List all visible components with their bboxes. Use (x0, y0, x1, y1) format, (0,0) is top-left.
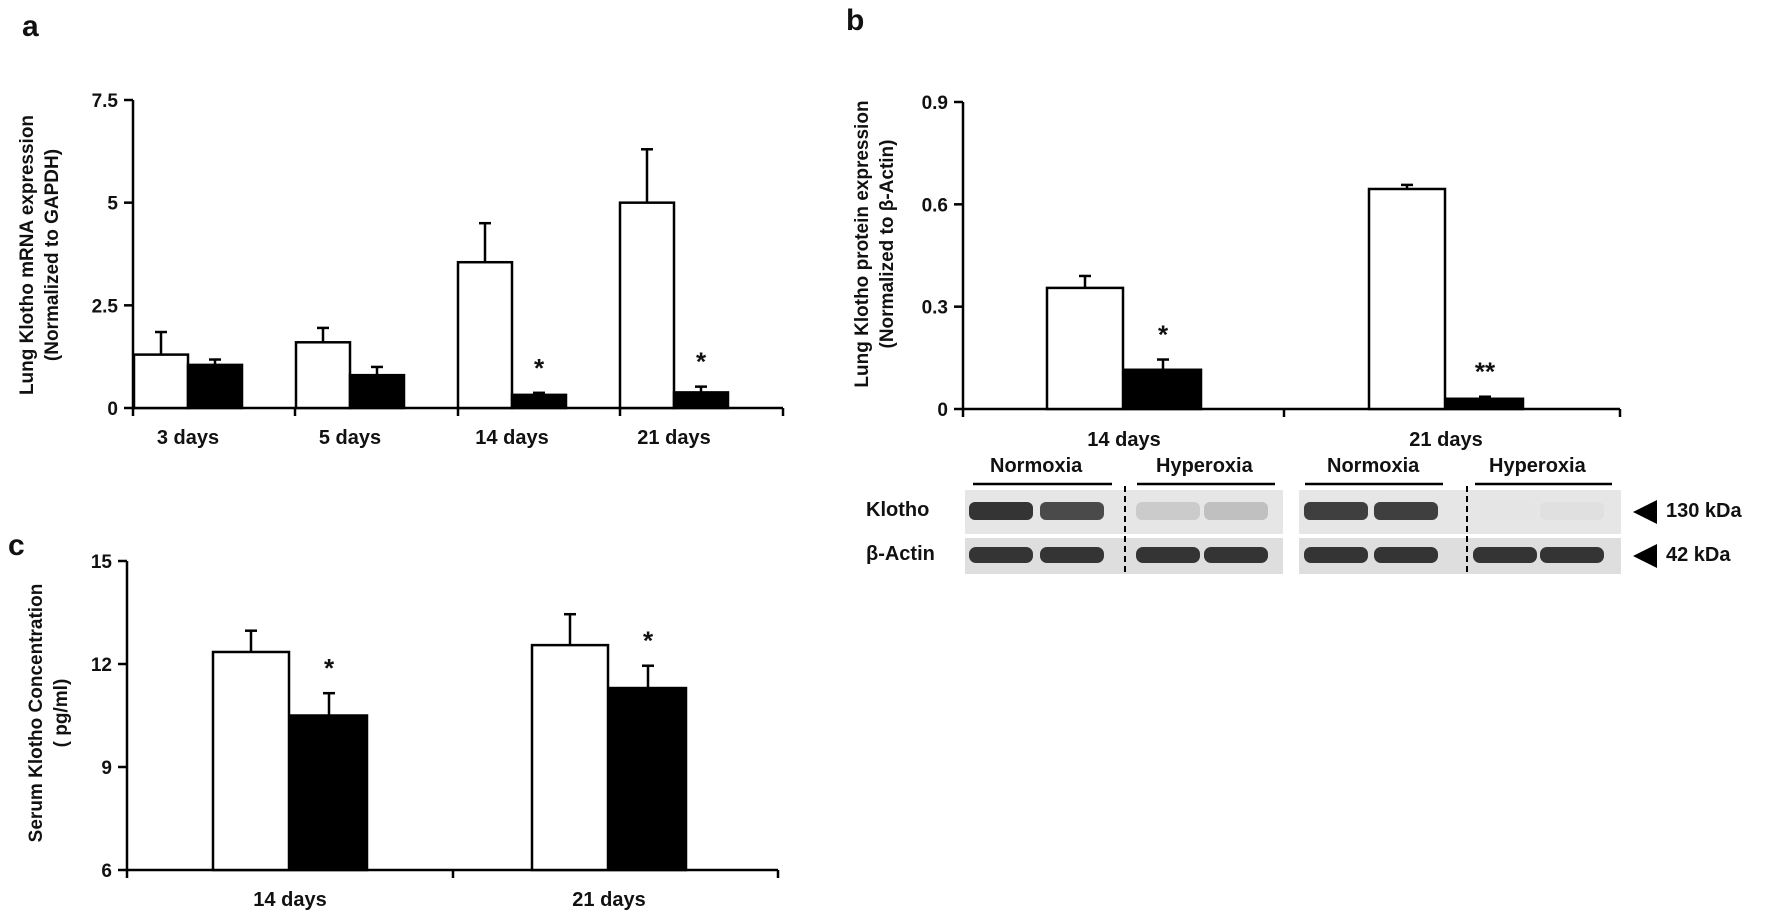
y-axis-label-secondary: (Normalized to β-Actin) (877, 140, 898, 349)
chart-a: 0 2.5 5 7.5 Lung Klotho mRNA expression (Norm… (17, 91, 785, 449)
y-axis-label: Serum Klotho Concentration (26, 584, 47, 843)
y-axis-label: Lung Klotho protein expression (852, 100, 873, 387)
significance-marker: * (696, 347, 707, 377)
x-category-label: 14 days (1087, 429, 1160, 451)
klotho-band (969, 502, 1033, 520)
blot-marker-klotho: 130 kDa (1666, 500, 1742, 522)
x-category-label: 3 days (157, 427, 219, 449)
chart-c: 6 9 12 15 Serum Klotho Concentration( pg/ml)… (26, 552, 780, 911)
y-tick-label: 0.6 (922, 195, 948, 216)
klotho-band (1136, 502, 1200, 520)
arrow-left-icon (1633, 544, 1657, 568)
significance-marker: * (324, 653, 335, 683)
x-category-label: 21 days (637, 427, 710, 449)
y-tick-label: 2.5 (92, 296, 119, 317)
significance-marker: * (1158, 320, 1169, 350)
bar-normoxia (294, 341, 352, 410)
bar-normoxia (211, 650, 291, 872)
y-tick-label: 12 (91, 655, 112, 676)
bar-hyperoxia (672, 391, 730, 410)
y-tick-label: 15 (91, 552, 113, 573)
bar-hyperoxia (1123, 368, 1203, 411)
blot-group-label-normoxia-14: Normoxia (990, 455, 1083, 477)
significance-marker: ** (1475, 357, 1496, 387)
x-category-label: 5 days (319, 427, 381, 449)
chart-b: 0 0.3 0.6 0.9 Lung Klotho protein expression… (852, 93, 1622, 451)
significance-marker: * (643, 626, 654, 656)
actin-band (1374, 547, 1438, 563)
actin-band (1204, 547, 1268, 563)
bar-hyperoxia (289, 714, 369, 872)
y-tick-label: 0 (937, 400, 948, 421)
bar-normoxia (1367, 187, 1447, 411)
klotho-band (1204, 502, 1268, 520)
bar-hyperoxia (510, 393, 568, 410)
klotho-band (1540, 502, 1604, 520)
blot-group-label-normoxia-21: Normoxia (1327, 455, 1420, 477)
panel-label-b: b (846, 4, 864, 37)
klotho-band (1473, 502, 1537, 520)
x-category-label: 21 days (572, 889, 645, 911)
bar-normoxia (132, 353, 190, 410)
panel-label-a: a (22, 10, 39, 43)
bar-normoxia (530, 643, 610, 872)
bar-hyperoxia (608, 686, 688, 872)
panel-label-c: c (8, 529, 25, 562)
blot-marker-actin: 42 kDa (1666, 544, 1731, 566)
y-tick-label: 9 (101, 758, 112, 779)
bar-normoxia (1045, 286, 1125, 411)
klotho-band (1304, 502, 1368, 520)
western-blot: Normoxia Hyperoxia Normoxia Hyperoxia Kl… (866, 455, 1742, 576)
blot-group-label-hyperoxia-14: Hyperoxia (1156, 455, 1254, 477)
y-tick-label: 6 (101, 861, 112, 882)
actin-band (1540, 547, 1604, 563)
actin-band (1040, 547, 1104, 563)
y-tick-label: 0.3 (922, 298, 948, 319)
actin-band (1473, 547, 1537, 563)
blot-row-label-actin: β-Actin (866, 543, 935, 565)
bar-normoxia (618, 201, 676, 410)
significance-marker: * (534, 353, 545, 383)
y-tick-label: 0 (107, 399, 118, 420)
arrow-left-icon (1633, 500, 1657, 524)
actin-band (1304, 547, 1368, 563)
actin-band (969, 547, 1033, 563)
y-tick-label: 5 (107, 194, 118, 215)
y-axis-label-secondary: ( pg/ml) (51, 679, 72, 748)
klotho-band (1040, 502, 1104, 520)
x-category-label: 14 days (253, 889, 326, 911)
bar-normoxia (456, 260, 514, 410)
y-tick-label: 7.5 (92, 91, 119, 112)
bar-hyperoxia (186, 363, 244, 410)
x-category-label: 21 days (1409, 429, 1482, 451)
actin-band (1136, 547, 1200, 563)
bar-hyperoxia (348, 373, 406, 410)
bar-hyperoxia (1445, 397, 1525, 411)
y-axis-label-secondary: (Normalized to GAPDH) (42, 149, 63, 361)
x-category-label: 14 days (475, 427, 548, 449)
blot-row-label-klotho: Klotho (866, 499, 929, 521)
klotho-band (1374, 502, 1438, 520)
y-tick-label: 0.9 (922, 93, 948, 114)
y-axis-label: Lung Klotho mRNA expression (17, 115, 38, 395)
blot-group-label-hyperoxia-21: Hyperoxia (1489, 455, 1587, 477)
